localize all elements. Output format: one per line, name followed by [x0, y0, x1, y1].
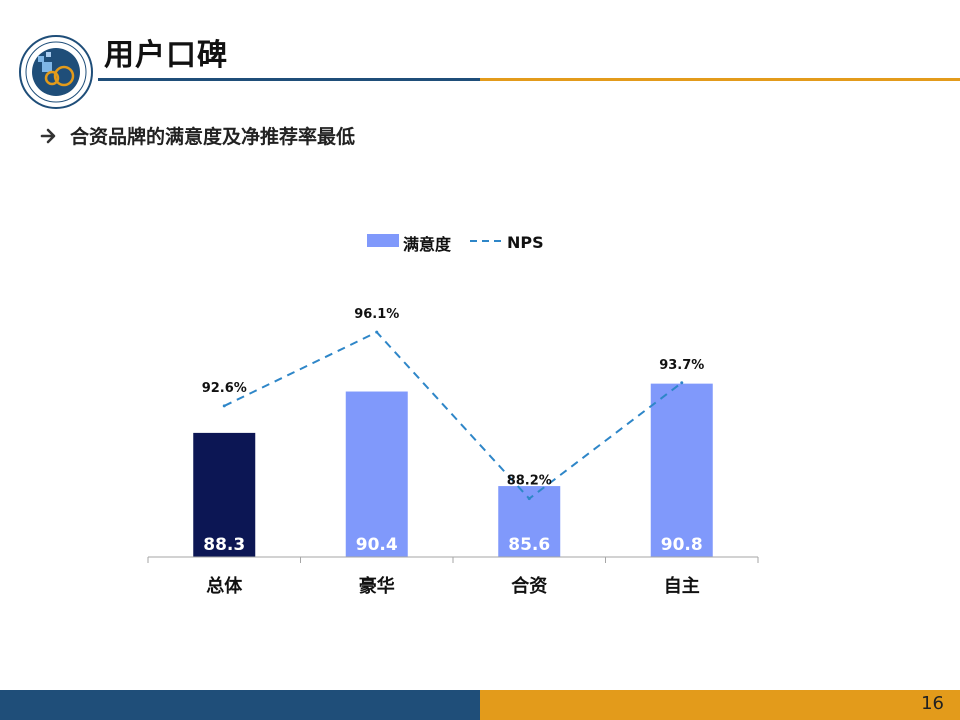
nps-point-4 [680, 381, 684, 385]
page-title: 用户口碑 [104, 38, 228, 73]
x-tick-label: 自主 [664, 575, 700, 597]
nps-value-label: 88.2% [507, 474, 552, 489]
arrow-right-icon [40, 128, 56, 143]
bar-value-label: 90.8 [661, 535, 703, 555]
title-underline-blue [98, 78, 480, 81]
nps-point-1 [222, 404, 226, 408]
logo-emblem [19, 35, 93, 109]
page-number: 16 [921, 693, 944, 714]
x-tick-label: 豪华 [359, 575, 395, 597]
bar-2 [345, 391, 408, 557]
nps-value-label: 92.6% [202, 381, 247, 396]
legend-swatch-satisfaction [367, 234, 399, 247]
bar-1 [193, 432, 256, 557]
nps-point-3 [527, 497, 531, 501]
bar-value-label: 90.4 [356, 535, 398, 555]
nps-value-label: 93.7% [659, 358, 704, 373]
bullet-point: 合资品牌的满意度及净推荐率最低 [40, 122, 355, 149]
bar-4 [650, 383, 713, 557]
nps-line [223, 330, 683, 500]
legend-label-satisfaction: 满意度 [403, 235, 452, 254]
footer-bar-right [480, 690, 960, 720]
bar-value-label: 85.6 [508, 535, 550, 555]
legend-label-nps: NPS [507, 233, 544, 252]
x-tick-label: 总体 [206, 575, 243, 597]
title-underline-orange [480, 78, 960, 81]
x-tick-label: 合资 [511, 575, 547, 597]
nps-point-2 [375, 330, 379, 334]
footer-bar-left [0, 690, 480, 720]
nps-value-label: 96.1% [354, 307, 399, 322]
bar-value-label: 88.3 [203, 535, 245, 555]
bullet-text: 合资品牌的满意度及净推荐率最低 [70, 126, 356, 148]
